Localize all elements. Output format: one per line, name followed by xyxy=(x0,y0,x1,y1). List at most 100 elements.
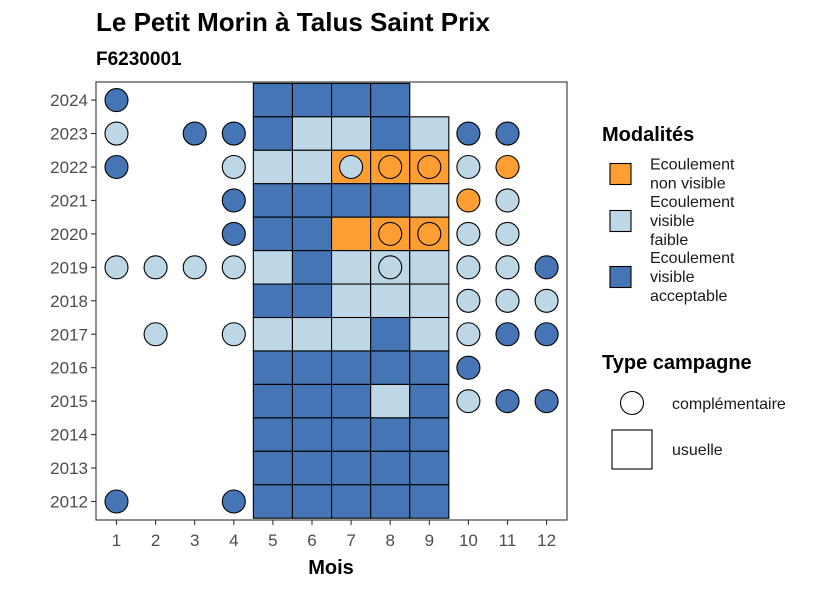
point-2017-2 xyxy=(143,322,168,347)
tile-2014-6 xyxy=(291,417,333,452)
tile-2023-8 xyxy=(370,116,411,151)
tile-2017-5 xyxy=(252,316,294,352)
tile-2022-6 xyxy=(291,149,333,185)
point-2022-8 xyxy=(378,154,403,180)
point-2019-11 xyxy=(495,255,520,280)
tile-2023-6 xyxy=(291,116,333,151)
point-2020-8 xyxy=(378,221,403,246)
chart-subtitle: F6230001 xyxy=(96,49,182,70)
point-2022-9 xyxy=(417,154,442,180)
tile-2020-6 xyxy=(291,216,333,252)
x-tick-label: 2 xyxy=(151,531,160,550)
tile-2016-6 xyxy=(291,350,333,385)
point-2023-10 xyxy=(456,121,481,146)
tile-2018-7 xyxy=(330,283,372,319)
tile-2013-9 xyxy=(409,450,450,486)
usuelle-tiles xyxy=(252,82,450,519)
tile-2024-6 xyxy=(291,82,333,118)
tile-2021-5 xyxy=(252,183,294,218)
point-2015-10 xyxy=(456,389,481,414)
point-2020-9 xyxy=(417,221,442,246)
tile-2016-5 xyxy=(252,350,294,385)
point-2020-10 xyxy=(456,221,481,246)
x-tick-label: 8 xyxy=(385,531,394,550)
legend-type-title: Type campagne xyxy=(602,352,752,374)
legend-label-non_visible: Ecoulement xyxy=(650,157,735,174)
point-2019-3 xyxy=(182,255,207,280)
point-2017-4 xyxy=(221,322,246,347)
x-tick-label: 4 xyxy=(229,531,238,550)
chart-title: Le Petit Morin à Talus Saint Prix xyxy=(96,7,490,37)
x-tick-label: 9 xyxy=(425,531,434,550)
point-2017-12 xyxy=(534,322,559,347)
tile-2020-5 xyxy=(252,216,294,252)
y-tick-label: 2012 xyxy=(50,493,88,512)
tile-2012-9 xyxy=(409,484,450,519)
tile-2015-8 xyxy=(370,383,411,419)
point-2019-12 xyxy=(534,255,559,280)
point-2015-11 xyxy=(495,389,520,414)
point-2015-12 xyxy=(534,389,559,414)
point-2022-7 xyxy=(339,154,364,180)
tile-2018-9 xyxy=(409,283,450,319)
tile-2014-9 xyxy=(409,417,450,452)
x-axis-title: Mois xyxy=(308,557,354,579)
point-2023-11 xyxy=(495,121,520,146)
y-tick-label: 2014 xyxy=(50,426,88,445)
y-tick-label: 2021 xyxy=(50,191,88,210)
point-2021-11 xyxy=(495,188,520,213)
legend-key-circle xyxy=(619,390,645,416)
tile-2013-5 xyxy=(252,450,294,486)
point-2022-10 xyxy=(456,154,481,180)
point-2019-2 xyxy=(143,255,168,280)
legend-label-acceptable: acceptable xyxy=(650,288,727,305)
x-axis: 1 2 3 4 5 6 7 8 9 10 11 12 xyxy=(112,520,556,550)
tile-2023-9 xyxy=(409,116,450,151)
tile-2019-7 xyxy=(330,250,372,285)
point-2021-4 xyxy=(221,188,246,213)
x-tick-label: 12 xyxy=(537,531,556,550)
y-tick-label: 2017 xyxy=(50,325,88,344)
tile-2013-7 xyxy=(330,450,372,486)
point-2021-10 xyxy=(456,188,481,213)
tile-2015-9 xyxy=(409,383,450,419)
tile-2018-5 xyxy=(252,283,294,319)
legend-key-faible xyxy=(609,209,632,233)
legend-label-faible: faible xyxy=(650,232,688,249)
tile-2021-8 xyxy=(370,183,411,218)
x-tick-label: 11 xyxy=(499,531,517,550)
tile-2012-5 xyxy=(252,484,294,519)
tile-2022-5 xyxy=(252,149,294,185)
tile-2021-9 xyxy=(409,183,450,218)
tile-2016-9 xyxy=(409,350,450,385)
point-2020-11 xyxy=(495,221,520,246)
tile-2021-6 xyxy=(291,183,333,218)
tile-2012-6 xyxy=(291,484,333,519)
point-2020-4 xyxy=(221,221,246,246)
legend-label-faible: Ecoulement xyxy=(650,194,735,211)
tile-2013-8 xyxy=(370,450,411,486)
tile-2020-7 xyxy=(330,216,372,252)
tile-2019-9 xyxy=(409,250,450,285)
tile-2017-6 xyxy=(291,316,333,352)
y-tick-label: 2018 xyxy=(50,292,88,311)
y-tick-label: 2019 xyxy=(50,258,88,277)
y-tick-label: 2023 xyxy=(50,125,88,144)
legend-label-non_visible: non visible xyxy=(650,176,726,193)
tile-2024-8 xyxy=(370,82,411,118)
tile-2018-6 xyxy=(291,283,333,319)
tile-2015-5 xyxy=(252,383,294,419)
point-2017-10 xyxy=(456,322,481,347)
legend-label-complementaire: complémentaire xyxy=(672,396,786,413)
x-tick-label: 5 xyxy=(268,531,277,550)
x-tick-label: 3 xyxy=(190,531,199,550)
point-2023-4 xyxy=(221,121,246,146)
tile-2018-8 xyxy=(370,283,411,319)
x-tick-label: 6 xyxy=(307,531,316,550)
legend-modalites-title: Modalités xyxy=(602,124,694,146)
y-tick-label: 2022 xyxy=(50,158,88,177)
point-2018-11 xyxy=(495,288,520,313)
legend-key-acceptable xyxy=(609,265,632,289)
legend-type-campagne: Type campagne complémentaire usuelle xyxy=(602,352,786,470)
